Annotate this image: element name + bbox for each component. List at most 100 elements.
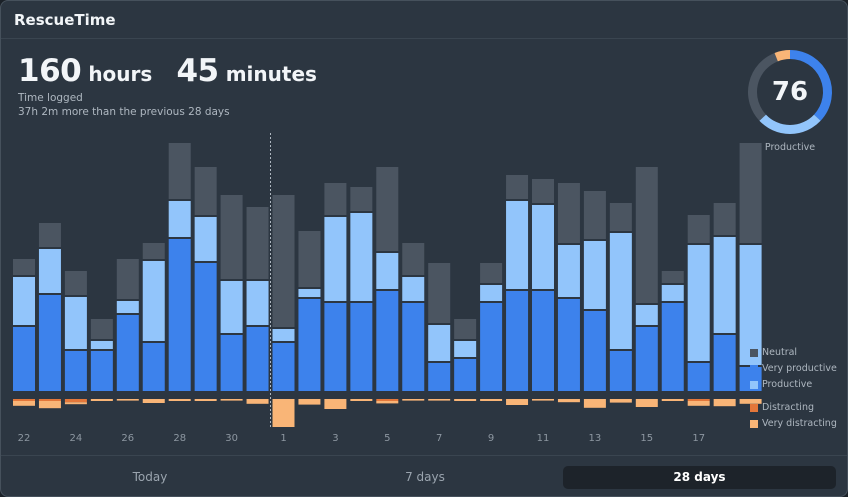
range-tabs: Today 7 days 28 days [1, 455, 847, 496]
bar-very-distracting-11 [298, 399, 321, 405]
bar-productive-14 [376, 253, 399, 289]
bar-productive-21 [557, 245, 580, 297]
bar-productive-5 [142, 261, 165, 341]
bar-neutral-16 [428, 263, 451, 323]
bar-very-productive-19 [506, 291, 529, 391]
bar-very-productive-4 [116, 315, 139, 391]
bar-very-productive-11 [298, 299, 321, 391]
bar-neutral-26 [687, 215, 710, 243]
productivity-pulse[interactable]: 76 Productive [745, 47, 835, 159]
bar-distracting-26 [687, 399, 710, 401]
donut-very-productive [789, 50, 832, 121]
bar-neutral-24 [635, 167, 658, 303]
bar-very-distracting-7 [194, 399, 217, 401]
time-summary: 160 hours 45 minutes Time logged 37h 2m … [18, 53, 317, 118]
bar-neutral-27 [713, 203, 736, 235]
tab-today[interactable]: Today [132, 470, 168, 484]
bar-very-distracting-14 [376, 401, 399, 404]
bar-very-productive-7 [194, 263, 217, 391]
bar-very-productive-22 [583, 311, 606, 391]
daily-time-chart: 22 24 26 28 30 1 3 5 7 9 11 13 15 17 [13, 133, 762, 444]
x-tick-label: 15 [640, 433, 653, 444]
bar-neutral-5 [142, 243, 165, 259]
bar-productive-9 [246, 281, 269, 325]
bar-neutral-15 [402, 243, 425, 275]
bar-very-distracting-27 [713, 399, 736, 407]
bar-productive-16 [428, 325, 451, 361]
x-tick-label: 9 [488, 433, 494, 444]
bar-productive-7 [194, 217, 217, 261]
bar-very-distracting-22 [583, 399, 606, 408]
bar-neutral-12 [324, 183, 347, 215]
bar-very-productive-21 [557, 299, 580, 391]
bar-neutral-18 [480, 263, 503, 283]
bar-neutral-17 [454, 319, 477, 339]
bar-distracting-14 [376, 399, 399, 401]
bar-very-distracting-17 [454, 399, 477, 401]
x-tick-label: 30 [225, 433, 238, 444]
bar-very-distracting-20 [532, 399, 554, 401]
time-logged-caption: Time logged [18, 92, 83, 104]
bar-productive-27 [713, 237, 736, 333]
bar-productive-0 [13, 277, 35, 325]
bar-very-distracting-18 [480, 399, 503, 401]
bar-very-distracting-9 [246, 399, 269, 404]
legend-swatch-distracting [750, 404, 758, 412]
bar-productive-3 [90, 341, 113, 349]
bar-productive-15 [402, 277, 425, 301]
bar-very-productive-24 [635, 327, 658, 391]
bar-neutral-19 [506, 175, 529, 199]
bar-neutral-2 [64, 271, 87, 295]
bar-very-productive-10 [272, 343, 295, 391]
tab-28-days[interactable]: 28 days [563, 466, 836, 489]
bar-productive-13 [350, 213, 373, 301]
bar-very-productive-15 [402, 303, 425, 391]
bar-very-distracting-0 [13, 401, 35, 406]
bar-productive-28 [739, 245, 762, 365]
bar-very-productive-18 [480, 303, 503, 391]
bar-very-productive-26 [687, 363, 710, 391]
bar-distracting-0 [13, 399, 35, 401]
x-tick-label: 5 [384, 433, 390, 444]
bar-productive-26 [687, 245, 710, 361]
pulse-label: Productive [764, 142, 816, 153]
bar-very-productive-23 [609, 351, 632, 391]
x-tick-label: 24 [70, 433, 83, 444]
bar-very-productive-2 [64, 351, 87, 391]
bar-very-distracting-1 [38, 401, 61, 409]
app-title: RescueTime [14, 11, 116, 29]
bar-very-distracting-23 [609, 399, 632, 403]
bar-neutral-20 [532, 179, 554, 203]
bar-very-productive-16 [428, 363, 451, 391]
legend-label-neutral: Neutral [762, 347, 798, 358]
bar-neutral-10 [272, 195, 295, 327]
tab-7-days[interactable]: 7 days [405, 470, 445, 484]
bar-distracting-2 [64, 399, 87, 403]
legend-swatch-very-productive [750, 365, 758, 373]
bar-very-productive-17 [454, 359, 477, 391]
bar-neutral-28 [739, 143, 762, 243]
title-bar: RescueTime [1, 1, 847, 39]
bar-very-productive-20 [532, 291, 554, 391]
pulse-score: 76 [771, 77, 809, 107]
bar-very-distracting-3 [90, 399, 113, 401]
bar-productive-11 [298, 289, 321, 297]
x-tick-label: 13 [589, 433, 602, 444]
bar-productive-17 [454, 341, 477, 357]
bar-productive-22 [583, 241, 606, 309]
bar-productive-8 [220, 281, 243, 333]
comparison-text: 37h 2m more than the previous 28 days [18, 106, 230, 118]
bar-neutral-0 [13, 259, 35, 275]
bar-neutral-7 [194, 167, 217, 215]
bar-neutral-23 [609, 203, 632, 231]
bar-productive-20 [532, 205, 554, 289]
bar-productive-18 [480, 285, 503, 301]
bar-very-distracting-13 [350, 399, 373, 401]
legend-label-very-productive: Very productive [762, 363, 837, 374]
bar-productive-2 [64, 297, 87, 349]
bar-very-productive-6 [168, 239, 191, 391]
legend-swatch-neutral [750, 349, 758, 357]
legend-swatch-very-distracting [750, 420, 758, 428]
bar-very-distracting-8 [220, 399, 243, 401]
